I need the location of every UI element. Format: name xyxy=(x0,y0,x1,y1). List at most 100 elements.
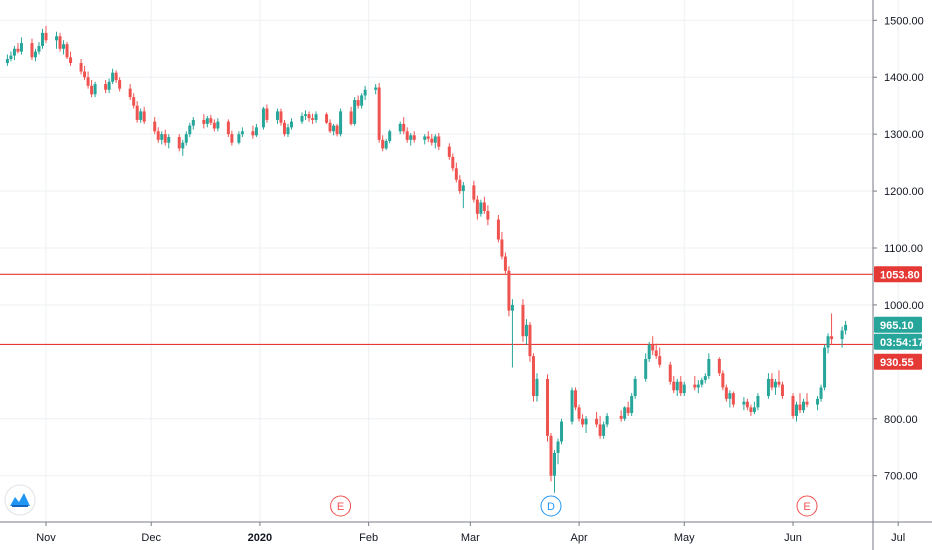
candle-body xyxy=(693,384,697,388)
candle-body xyxy=(651,344,655,351)
candle-body xyxy=(388,131,392,141)
candle-body xyxy=(282,122,286,135)
last-price-tag-bg xyxy=(874,316,922,333)
candle-body xyxy=(163,134,167,143)
bar-countdown-tag-bg xyxy=(874,333,922,350)
candle-body xyxy=(745,401,749,408)
candle-body xyxy=(349,111,353,124)
candle-body xyxy=(794,404,798,416)
candle-body xyxy=(216,121,220,129)
candle-body xyxy=(553,452,557,476)
candle-body xyxy=(33,51,37,58)
level-tag-lower: 930.55 xyxy=(880,357,914,369)
candle-body xyxy=(703,376,707,381)
candle-body xyxy=(328,122,332,132)
candle-body xyxy=(742,401,746,405)
x-tick-label: Nov xyxy=(36,532,56,544)
candle-body xyxy=(16,48,20,52)
candle-body xyxy=(44,32,48,41)
event-marker-d[interactable]: D xyxy=(540,495,562,517)
x-tick-label: Apr xyxy=(571,532,588,544)
candle-body xyxy=(356,100,360,106)
event-marker-e[interactable]: E xyxy=(330,495,352,517)
candle-body xyxy=(535,378,539,396)
candle-body xyxy=(40,32,44,46)
candle-body xyxy=(724,387,728,399)
y-tick-label: 1500.00 xyxy=(884,15,924,27)
candle-body xyxy=(461,185,465,192)
candle-body xyxy=(668,364,672,382)
candle-body xyxy=(307,114,311,119)
event-marker-letter: E xyxy=(803,501,810,513)
candle-body xyxy=(454,168,458,180)
candle-body xyxy=(335,125,339,135)
candle-body xyxy=(5,59,9,64)
candle-body xyxy=(707,358,711,377)
level-tag-lower-bg xyxy=(874,353,922,370)
candle-body xyxy=(447,146,451,157)
candle-body xyxy=(177,137,181,149)
candle-body xyxy=(658,356,662,365)
price-axis-tags: 1053.80 965.10 03:54:17 930.55 xyxy=(874,266,924,370)
candle-body xyxy=(279,111,283,123)
candle-body xyxy=(202,119,206,124)
candle-body xyxy=(83,71,87,78)
candle-body xyxy=(819,387,823,399)
candle-body xyxy=(107,81,111,90)
candle-body xyxy=(654,350,658,357)
event-marker-letter: E xyxy=(337,501,344,513)
logo-icon xyxy=(10,493,30,506)
candle-body xyxy=(598,424,602,436)
candle-body xyxy=(623,407,627,419)
candle-body xyxy=(402,123,406,132)
candle-body xyxy=(840,330,844,340)
candle-body xyxy=(314,114,318,120)
candle-body xyxy=(156,131,160,140)
candle-body xyxy=(426,136,430,139)
candle-body xyxy=(261,108,265,128)
y-tick-label: 1400.00 xyxy=(884,72,924,84)
y-tick-label: 800.00 xyxy=(884,414,918,426)
candle-body xyxy=(353,100,357,124)
candle-body xyxy=(500,239,504,257)
event-marker-circle xyxy=(330,495,352,517)
candle-body xyxy=(574,390,578,408)
candle-body xyxy=(184,134,188,143)
event-marker-circle xyxy=(796,495,818,517)
candle-body xyxy=(311,118,315,120)
y-tick-label: 1300.00 xyxy=(884,129,924,141)
candle-body xyxy=(384,140,388,149)
candle-body xyxy=(486,211,490,220)
candle-body xyxy=(12,48,16,56)
candle-body xyxy=(332,125,336,132)
candle-body xyxy=(482,202,486,212)
candle-body xyxy=(265,108,269,120)
candle-body xyxy=(770,378,774,388)
candle-body xyxy=(9,55,13,60)
candle-body xyxy=(188,125,192,135)
tradingview-logo[interactable] xyxy=(4,484,36,516)
candle-body xyxy=(503,256,507,271)
candle-body xyxy=(254,127,258,136)
candle-body xyxy=(560,421,564,442)
candle-body xyxy=(773,381,777,388)
candle-body xyxy=(521,304,525,337)
candle-body xyxy=(90,85,94,95)
candle-body xyxy=(528,324,532,357)
candle-body xyxy=(507,270,511,311)
x-tick-label: 2020 xyxy=(248,532,272,544)
candle-body xyxy=(731,393,735,405)
event-marker-e[interactable]: E xyxy=(796,495,818,517)
candle-body xyxy=(630,395,634,414)
candle-body xyxy=(300,115,304,122)
candle-body xyxy=(823,347,827,388)
candle-body xyxy=(433,136,437,143)
candle-body xyxy=(209,118,213,123)
candle-body xyxy=(55,36,59,41)
horizontal-level-lines[interactable] xyxy=(0,273,873,346)
candle-body xyxy=(780,384,784,396)
candle-body xyxy=(451,156,455,169)
candle-body xyxy=(135,105,139,120)
